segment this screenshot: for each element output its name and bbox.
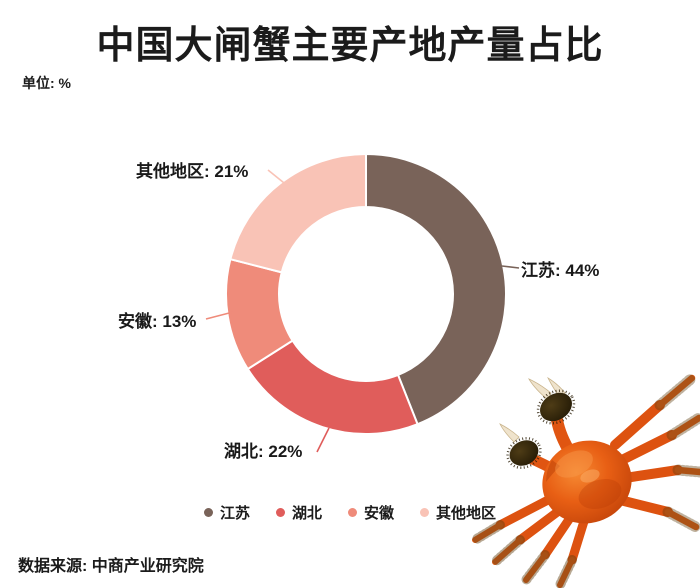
donut-segment-2 [246, 339, 419, 435]
legend-swatch-icon [203, 508, 213, 517]
slice-label-other: 其他地区: 21% [136, 162, 249, 181]
legend: 江苏 湖北 安徽 其他地区 [0, 502, 700, 523]
leader-line-anhui [205, 311, 234, 320]
crab-body [542, 440, 632, 524]
legend-item-other: 其他地区 [420, 502, 496, 523]
data-source: 数据来源: 中商产业研究院 [18, 558, 204, 575]
donut-segment-1 [365, 152, 507, 426]
legend-item-jiangsu: 江苏 [203, 502, 250, 523]
unit-label: 单位: % [22, 75, 71, 91]
legend-label: 湖北 [291, 505, 322, 522]
legend-label: 其他地区 [436, 505, 497, 522]
slice-label-anhui: 安徽: 13% [118, 312, 197, 331]
donut-segment-4 [229, 152, 367, 274]
leader-line-jiangsu [501, 265, 520, 269]
slice-label-jiangsu: 江苏: 44% [521, 261, 600, 280]
crab-legs-right [610, 372, 700, 533]
legend-swatch-icon [275, 508, 285, 517]
slice-label-hubei: 湖北: 22% [224, 442, 303, 461]
chart-title: 中国大闸蟹主要产地产量占比 [96, 25, 604, 67]
legend-label: 江苏 [219, 505, 250, 522]
legend-item-hubei: 湖北 [275, 502, 322, 523]
leader-lines [205, 169, 520, 453]
crab-image [470, 372, 700, 588]
legend-item-anhui: 安徽 [348, 502, 394, 523]
crab-claws [499, 376, 576, 469]
crab-legs-left [470, 495, 590, 588]
legend-swatch-icon [420, 508, 430, 517]
leader-line-other [267, 169, 295, 192]
donut-segments [225, 152, 507, 435]
leader-line-hubei [316, 427, 330, 453]
legend-label: 安徽 [364, 505, 395, 522]
legend-swatch-icon [348, 508, 357, 517]
